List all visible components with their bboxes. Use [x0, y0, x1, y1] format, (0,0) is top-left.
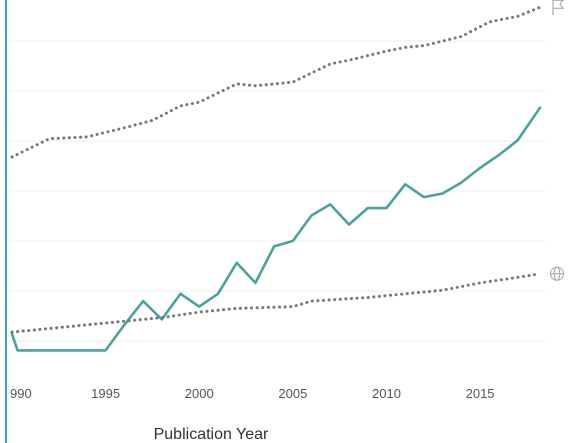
- series-layer: [10, 5, 542, 352]
- x-tick-label: 1995: [91, 386, 120, 401]
- series-line-upper-bound: [10, 5, 542, 159]
- x-tick-label: 2005: [278, 386, 307, 401]
- x-tick-label: 2015: [466, 386, 495, 401]
- x-tick-label: 2000: [185, 386, 214, 401]
- flag-icon: [552, 0, 565, 16]
- x-axis-label: Publication Year: [154, 426, 269, 443]
- left-panel-border: [0, 0, 7, 443]
- series-line-main: [10, 106, 542, 352]
- x-tick-label: 2010: [372, 386, 401, 401]
- x-tick-label: 990: [10, 386, 32, 401]
- series-line-lower-bound: [10, 272, 542, 334]
- globe-icon: [549, 266, 565, 281]
- flag-icon-cloth: [553, 0, 565, 9]
- icon-layer: [549, 0, 565, 281]
- x-axis: 990 1995 2000 2005 2010 2015: [10, 386, 495, 401]
- grid-layer: [10, 40, 545, 342]
